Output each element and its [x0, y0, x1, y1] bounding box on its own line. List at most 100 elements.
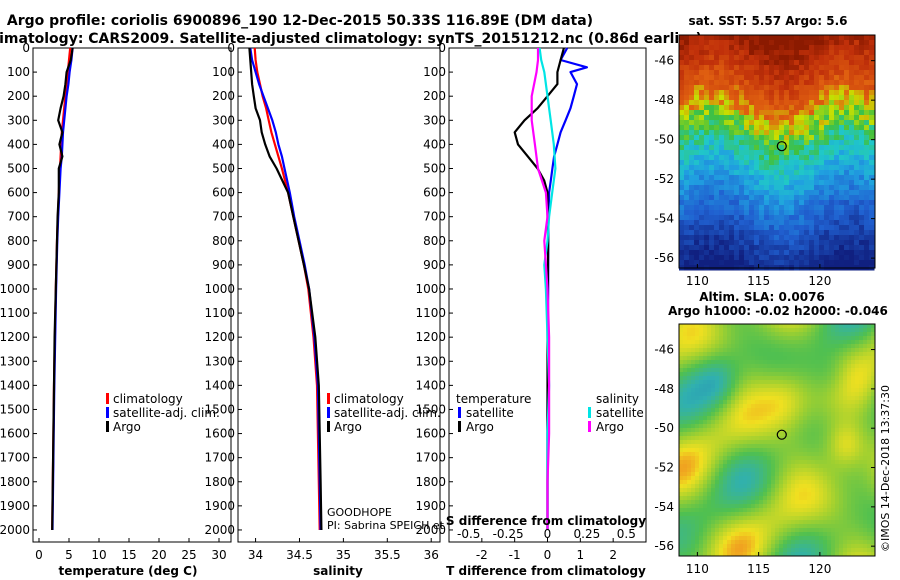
map-cell	[855, 532, 860, 537]
map-cell	[863, 532, 868, 537]
map-cell	[699, 250, 705, 256]
map-cell	[809, 120, 815, 126]
map-cell	[799, 444, 804, 449]
map-cell	[735, 328, 740, 333]
map-cell	[734, 85, 740, 91]
map-cell	[787, 460, 792, 465]
map-cell	[844, 215, 850, 221]
map-cell	[734, 75, 740, 81]
map-cell	[869, 185, 875, 191]
map-cell	[743, 344, 748, 349]
map-cell	[731, 408, 736, 413]
map-cell	[743, 532, 748, 537]
map-cell	[807, 488, 812, 493]
map-cell	[779, 424, 784, 429]
map-cell	[711, 500, 716, 505]
map-cell	[695, 376, 700, 381]
map-cell	[719, 492, 724, 497]
map-cell	[774, 205, 780, 211]
map-cell	[867, 368, 872, 373]
map-cell	[811, 528, 816, 533]
map-cell	[791, 484, 796, 489]
map-cell	[779, 484, 784, 489]
map-cell	[779, 336, 784, 341]
map-cell	[714, 190, 720, 196]
map-cell	[724, 130, 730, 136]
map-cell	[795, 388, 800, 393]
map-cell	[804, 50, 810, 56]
map-cell	[787, 504, 792, 509]
map-cell	[759, 532, 764, 537]
map-cell	[759, 50, 765, 56]
map-cell	[835, 336, 840, 341]
map-cell	[819, 45, 825, 51]
map-cell	[804, 190, 810, 196]
map-cell	[851, 412, 856, 417]
map-cell	[751, 464, 756, 469]
map-cell	[849, 165, 855, 171]
map-cell	[694, 50, 700, 56]
map-cell	[759, 468, 764, 473]
map-cell	[811, 452, 816, 457]
map-cell	[799, 220, 805, 226]
map-cell	[729, 120, 735, 126]
map-cell	[734, 90, 740, 96]
map-cell	[703, 360, 708, 365]
map-cell	[727, 332, 732, 337]
map-cell	[735, 540, 740, 545]
map-cell	[843, 356, 848, 361]
map-cell	[704, 170, 710, 176]
map-cell	[774, 90, 780, 96]
map-cell	[683, 528, 688, 533]
map-cell	[791, 404, 796, 409]
map-cell	[729, 235, 735, 241]
map-cell	[839, 80, 845, 86]
map-cell	[747, 376, 752, 381]
map-cell	[859, 70, 865, 76]
map-cell	[715, 472, 720, 477]
map-cell	[769, 175, 775, 181]
map-cell	[749, 230, 755, 236]
map-cell	[731, 348, 736, 353]
map-cell	[751, 380, 756, 385]
map-cell	[829, 95, 835, 101]
map-cell	[749, 165, 755, 171]
map-cell	[807, 360, 812, 365]
map-cell	[684, 120, 690, 126]
map-cell	[839, 416, 844, 421]
map-cell	[819, 548, 824, 553]
map-cell	[775, 384, 780, 389]
map-cell	[711, 376, 716, 381]
map-cell	[684, 200, 690, 206]
map-cell	[703, 388, 708, 393]
map-cell	[709, 215, 715, 221]
map-cell	[691, 484, 696, 489]
map-cell	[695, 404, 700, 409]
map-cell	[849, 160, 855, 166]
map-cell	[867, 348, 872, 353]
map-cell	[851, 332, 856, 337]
map-cell	[679, 392, 684, 397]
map-cell	[804, 85, 810, 91]
map-cell	[699, 544, 704, 549]
map-cell	[724, 210, 730, 216]
map-cell	[694, 125, 700, 131]
map-cell	[867, 396, 872, 401]
map-cell	[684, 155, 690, 161]
map-cell	[871, 400, 876, 405]
map-cell	[755, 432, 760, 437]
map-cell	[839, 448, 844, 453]
map-cell	[819, 520, 824, 525]
map-cell	[699, 460, 704, 465]
depth-tick-label: 300	[7, 113, 30, 127]
map-cell	[747, 336, 752, 341]
map-cell	[743, 336, 748, 341]
map-cell	[807, 340, 812, 345]
map-cell	[727, 516, 732, 521]
map-cell	[799, 135, 805, 141]
map-cell	[824, 195, 830, 201]
map-cell	[779, 245, 785, 251]
map-cell	[771, 476, 776, 481]
map-cell	[709, 85, 715, 91]
map-cell	[811, 384, 816, 389]
